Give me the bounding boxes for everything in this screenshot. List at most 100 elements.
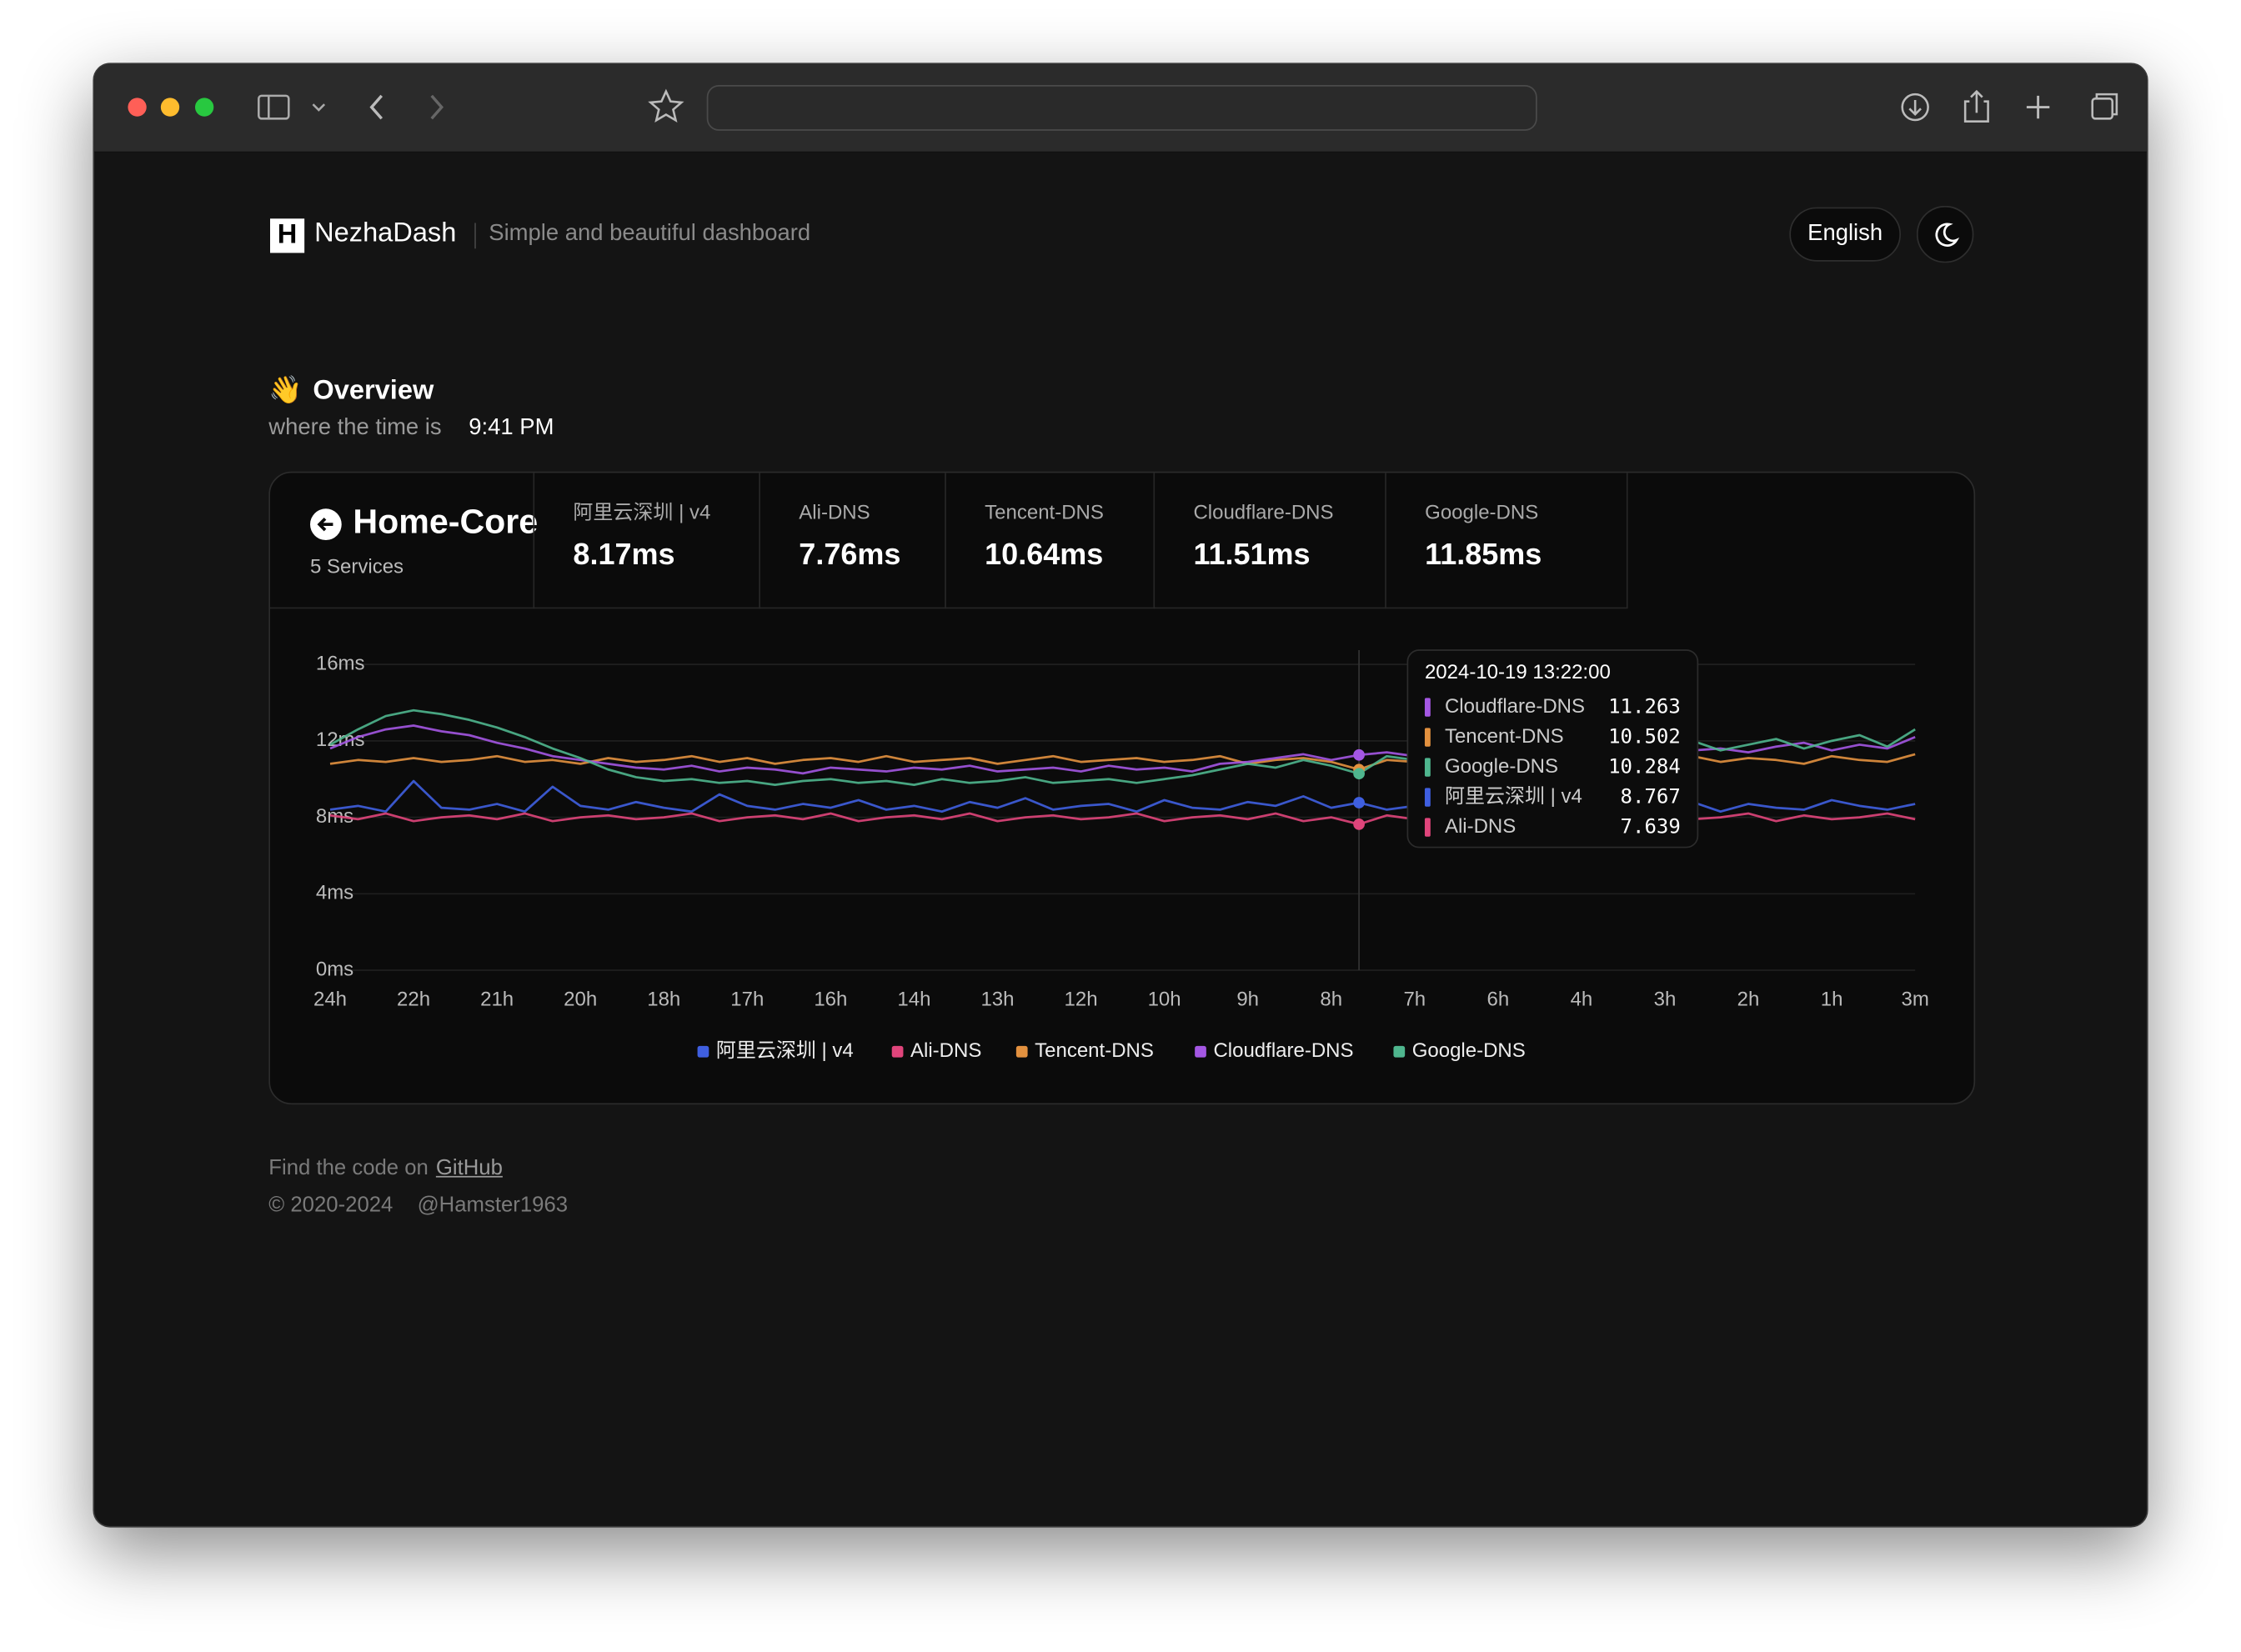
stat-name: Cloudflare-DNS [1193, 500, 1334, 523]
x-tick-label: 6h [1487, 988, 1510, 1010]
tooltip-title: 2024-10-19 13:22:00 [1425, 661, 1611, 683]
x-tick-label: 24h [313, 988, 347, 1010]
zoom-button[interactable] [195, 98, 214, 117]
stat-name: Google-DNS [1425, 500, 1539, 523]
toolbar-icons [128, 85, 2118, 131]
x-tick-label: 22h [397, 988, 430, 1010]
x-tick-label: 2h [1737, 988, 1760, 1010]
stats-border [270, 607, 1627, 609]
sidebar-button[interactable] [258, 94, 290, 120]
legend-swatch [891, 1045, 904, 1058]
tooltip [1406, 649, 1699, 849]
stat-value: 10.64ms [985, 538, 1104, 572]
y-tick-label: 0ms [316, 958, 353, 980]
legend-swatch [1393, 1045, 1406, 1058]
stat-divider [1626, 473, 1628, 609]
tooltip-value: 10.502 [1608, 725, 1681, 748]
tooltip-swatch [1424, 698, 1431, 717]
x-tick-label: 16h [814, 988, 847, 1010]
title-bar [94, 64, 2147, 153]
tooltip-value: 7.639 [1621, 815, 1681, 839]
stat-divider [1153, 473, 1156, 609]
stat-divider [1385, 473, 1386, 609]
services-count: 5 Services [310, 554, 404, 578]
stat-value: 11.85ms [1425, 538, 1542, 572]
y-tick-label: 16ms [316, 652, 365, 674]
browser-window: H NezhaDash Simple and beautiful dashboa… [93, 63, 2148, 1528]
legend-label: Cloudflare-DNS [1213, 1039, 1353, 1062]
x-tick-label: 4h [1571, 988, 1593, 1010]
legend-label: Google-DNS [1412, 1039, 1526, 1062]
stat-divider [759, 473, 761, 609]
x-tick-label: 10h [1148, 988, 1181, 1010]
stat-value: 11.51ms [1193, 538, 1311, 572]
legend-swatch [697, 1045, 709, 1058]
x-tick-label: 8h [1320, 988, 1342, 1010]
stat-value: 8.17ms [573, 538, 675, 572]
bookmark-button[interactable] [648, 88, 684, 123]
github-link[interactable]: GitHub [435, 1155, 503, 1181]
tooltip-name: Cloudflare-DNS [1445, 695, 1585, 718]
time: 9:41 PM [469, 415, 554, 441]
dropdown-icon[interactable] [312, 103, 326, 112]
tooltip-value: 8.767 [1621, 785, 1681, 808]
stat-divider [945, 473, 946, 609]
time-prefix: where the time is [268, 415, 442, 441]
overview-icon: 👋 [268, 375, 303, 406]
stat-divider [533, 473, 535, 609]
tabs-button[interactable] [2091, 93, 2118, 120]
x-tick-label: 3m [1901, 988, 1928, 1010]
tooltip-name: 阿里云深圳 | v4 [1445, 785, 1582, 808]
server-name: Home-Core [353, 503, 539, 542]
close-button[interactable] [128, 98, 147, 117]
stat-name: Ali-DNS [799, 500, 870, 523]
back-icon[interactable] [308, 508, 343, 542]
overview-title: Overview [313, 375, 434, 406]
x-tick-label: 9h [1236, 988, 1259, 1010]
download-button[interactable] [1901, 93, 1929, 122]
stat-name: Tencent-DNS [985, 500, 1104, 523]
tooltip-swatch [1424, 818, 1431, 837]
language-button[interactable]: English [1789, 207, 1902, 262]
x-tick-label: 18h [647, 988, 680, 1010]
new-tab-button[interactable] [2026, 95, 2050, 119]
hover-dot [1353, 797, 1365, 808]
tooltip-name: Ali-DNS [1445, 815, 1516, 838]
tooltip-swatch [1424, 788, 1431, 807]
y-tick-label: 4ms [316, 882, 353, 904]
x-tick-label: 17h [730, 988, 764, 1010]
hover-dot [1353, 768, 1365, 780]
stat-name: 阿里云深圳 | v4 [573, 500, 711, 523]
tooltip-value: 11.263 [1608, 695, 1681, 718]
theme-button[interactable] [1916, 205, 1974, 263]
tooltip-name: Tencent-DNS [1445, 725, 1564, 748]
address-bar[interactable] [706, 85, 1537, 131]
footer-code-prefix: Find the code on [268, 1155, 429, 1181]
x-tick-label: 14h [897, 988, 930, 1010]
share-button[interactable] [1963, 89, 1989, 123]
x-tick-label: 7h [1403, 988, 1426, 1010]
x-tick-label: 21h [480, 988, 514, 1010]
moon-icon [1935, 223, 1960, 247]
tooltip-name: Google-DNS [1445, 755, 1558, 778]
hover-dot [1353, 748, 1365, 761]
back-arrow [317, 517, 333, 532]
minimize-button[interactable] [160, 98, 180, 117]
brand-divider [474, 223, 476, 249]
forward-button[interactable] [430, 94, 444, 120]
legend-swatch [1015, 1045, 1028, 1058]
back-button[interactable] [369, 94, 384, 120]
legend-swatch [1195, 1045, 1206, 1058]
brand: NezhaDash [314, 218, 457, 249]
legend-label: 阿里云深圳 | v4 [716, 1039, 854, 1062]
x-tick-label: 12h [1065, 988, 1098, 1010]
x-tick-label: 1h [1821, 988, 1843, 1010]
legend-label: Ali-DNS [910, 1039, 981, 1062]
author: @Hamster1963 [417, 1193, 569, 1218]
tooltip-value: 10.284 [1608, 755, 1681, 778]
tagline: Simple and beautiful dashboard [489, 221, 811, 246]
logo-mark: H [270, 218, 305, 253]
